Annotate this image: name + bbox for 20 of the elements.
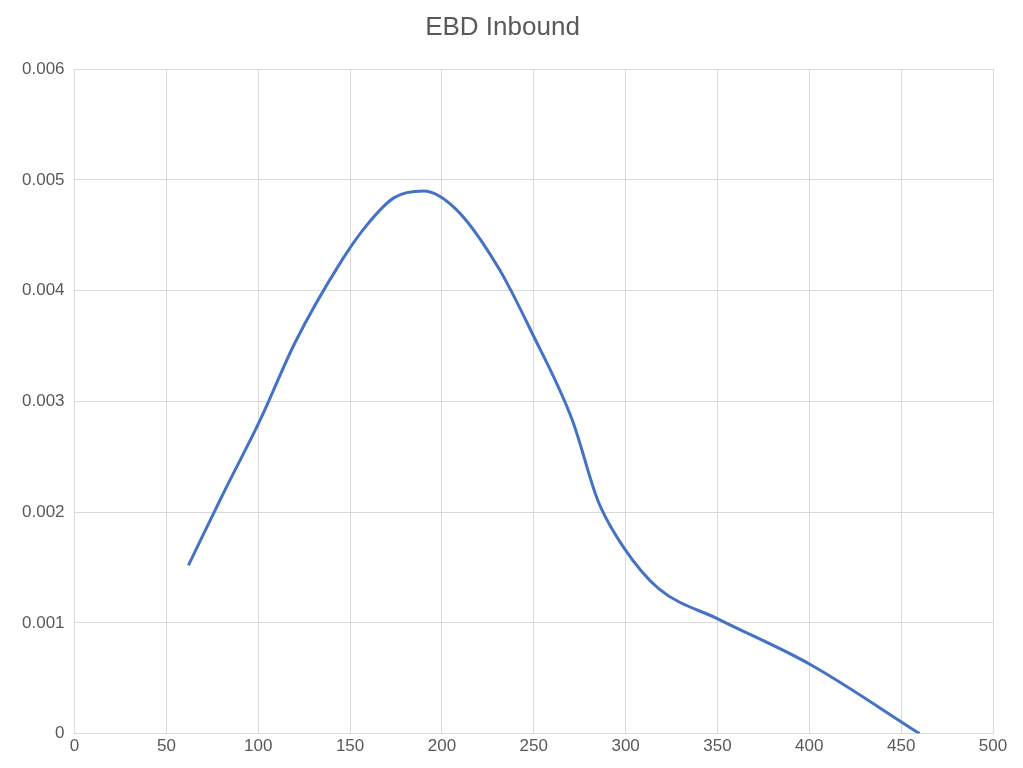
line-series <box>186 189 922 734</box>
x-tick-label: 450 <box>886 736 916 756</box>
y-tick-label: 0.004 <box>21 280 65 300</box>
x-tick-label: 350 <box>703 736 732 756</box>
x-tick-label: 500 <box>978 736 1008 756</box>
x-tick-label: 150 <box>335 736 365 756</box>
y-tick-label: 0.005 <box>21 169 65 189</box>
x-tick-label: 50 <box>156 736 176 756</box>
x-tick-label: 400 <box>795 736 824 756</box>
x-tick-label: 100 <box>244 736 273 756</box>
x-tick-label: 0 <box>69 736 80 756</box>
y-tick-label: 0.003 <box>21 391 65 411</box>
chart-title: EBD Inbound <box>425 10 580 41</box>
x-tick-label: 250 <box>519 736 548 756</box>
y-tick-label: 0.002 <box>21 501 65 521</box>
y-tick-label: 0.001 <box>21 612 65 632</box>
x-tick-label: 200 <box>427 736 457 756</box>
y-tick-label: 0 <box>55 723 65 743</box>
x-tick-label: 300 <box>611 736 640 756</box>
y-tick-label: 0.006 <box>21 58 65 78</box>
